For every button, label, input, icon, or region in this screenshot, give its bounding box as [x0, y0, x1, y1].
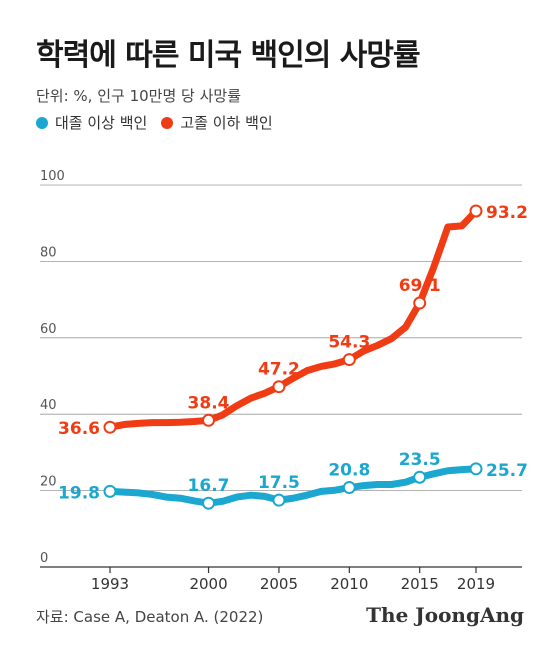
- chart-title: 학력에 따른 미국 백인의 사망률: [36, 38, 421, 73]
- legend: 대졸 이상 백인 고졸 이하 백인: [36, 112, 287, 133]
- data-label: 19.8: [58, 483, 100, 503]
- data-label: 25.7: [486, 461, 528, 481]
- data-label: 36.6: [58, 419, 100, 439]
- x-tick-label: 1993: [91, 575, 129, 593]
- legend-item-highschool: 고졸 이하 백인: [161, 112, 273, 133]
- y-tick-label: 40: [40, 398, 57, 413]
- data-point: [202, 413, 216, 427]
- data-label: 20.8: [328, 461, 370, 481]
- y-tick-label: 20: [40, 475, 57, 490]
- data-point: [413, 296, 427, 310]
- y-tick-label: 60: [40, 322, 57, 337]
- legend-item-college: 대졸 이상 백인: [36, 112, 147, 133]
- data-point: [272, 493, 286, 507]
- data-point: [342, 353, 356, 367]
- data-label: 38.4: [188, 393, 230, 413]
- series-line-1: [106, 207, 480, 431]
- source-note: 자료: Case A, Deaton A. (2022): [36, 608, 264, 626]
- legend-swatch-college: [36, 116, 48, 129]
- data-point: [272, 380, 286, 394]
- data-point: [469, 462, 483, 476]
- brand-logo: The JoongAng: [366, 603, 524, 627]
- data-label: 23.5: [399, 450, 441, 470]
- data-point: [413, 470, 427, 484]
- data-point: [103, 420, 117, 434]
- data-label: 54.3: [328, 333, 370, 353]
- legend-label-college: 대졸 이상 백인: [55, 114, 148, 132]
- data-point: [202, 496, 216, 510]
- data-point: [103, 484, 117, 498]
- data-point: [469, 204, 483, 218]
- y-tick-label: 80: [40, 245, 57, 260]
- legend-label-highschool: 고졸 이하 백인: [180, 114, 273, 132]
- x-tick-label: 2000: [189, 575, 227, 593]
- legend-swatch-highschool: [161, 116, 174, 129]
- data-label: 47.2: [258, 360, 300, 380]
- chart-subtitle: 단위: %, 인구 10만명 당 사망률: [36, 87, 242, 105]
- y-tick-label: 100: [40, 169, 65, 184]
- x-tick-label: 2005: [260, 575, 298, 593]
- data-label: 69.1: [399, 276, 441, 296]
- y-tick-label: 0: [40, 551, 48, 566]
- x-tick-label: 2010: [330, 575, 368, 593]
- data-point: [342, 481, 356, 495]
- x-tick-label: 2015: [401, 575, 439, 593]
- data-label: 93.2: [486, 203, 528, 223]
- data-label: 17.5: [258, 473, 300, 493]
- data-label: 16.7: [188, 476, 230, 496]
- chart-plot: 0 20 40 60 80 100 1993 2000 2005 2010 2015 2019 19.8…: [40, 169, 528, 593]
- x-tick-label: 2019: [457, 575, 495, 593]
